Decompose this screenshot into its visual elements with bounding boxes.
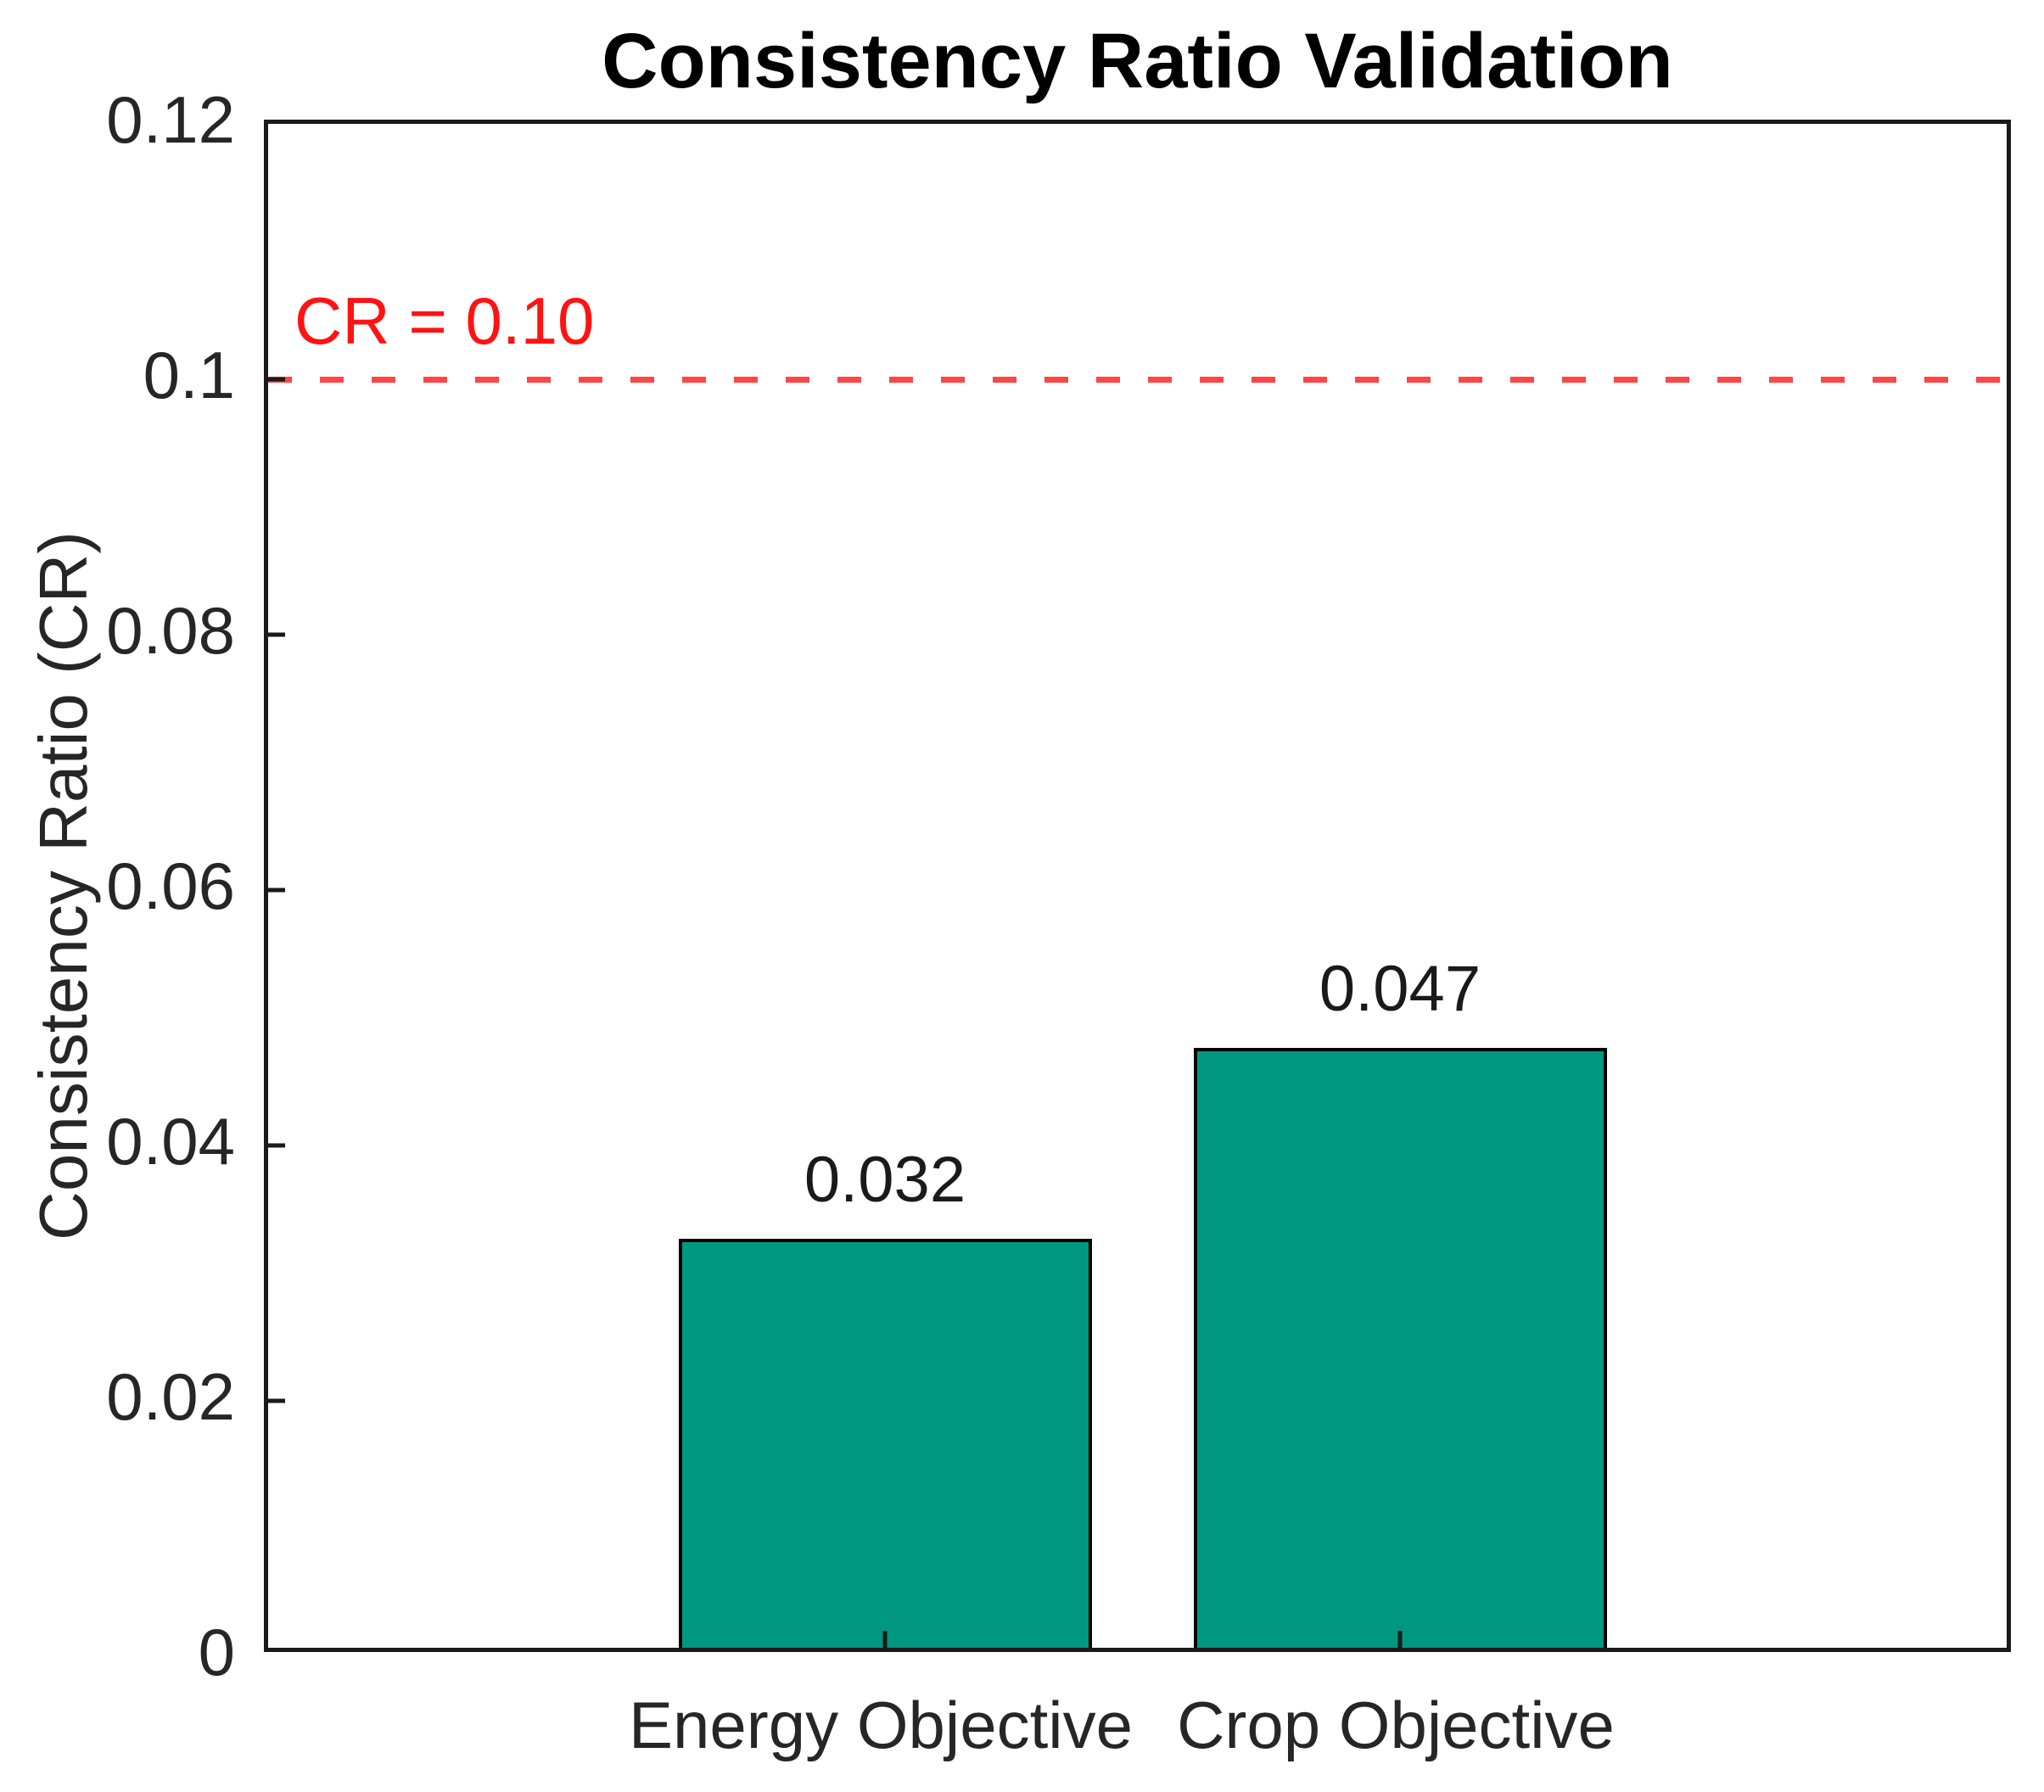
bar-crop-objective — [1193, 1048, 1607, 1648]
x-tick-mark — [882, 1631, 888, 1648]
x-tick-label-crop-objective: Crop Objective — [1177, 1688, 1615, 1762]
y-tick-mark — [268, 1398, 285, 1403]
bar-value-label: 0.032 — [804, 1144, 966, 1216]
y-tick-label: 0.12 — [106, 82, 235, 157]
y-tick-mark — [268, 377, 285, 382]
bar-energy-objective — [678, 1239, 1092, 1648]
y-tick-mark — [268, 1143, 285, 1148]
y-tick-label: 0.08 — [106, 593, 235, 668]
threshold-label: CR = 0.10 — [294, 283, 595, 358]
y-tick-mark — [268, 632, 285, 637]
plot-area: CR = 0.10 0.032 0.047 — [264, 120, 2011, 1652]
y-tick-label: 0.02 — [106, 1359, 235, 1434]
x-tick-mark — [1397, 1631, 1403, 1648]
y-tick-label: 0.04 — [106, 1104, 235, 1179]
x-tick-label-energy-objective: Energy Objective — [629, 1688, 1133, 1762]
y-tick-label: 0.1 — [143, 338, 235, 412]
bar-value-label: 0.047 — [1319, 953, 1481, 1025]
y-tick-label: 0 — [198, 1615, 235, 1689]
y-tick-label: 0.06 — [106, 848, 235, 923]
chart-title: Consistency Ratio Validation — [602, 18, 1673, 104]
y-tick-mark — [268, 888, 285, 893]
threshold-dashed-line — [268, 377, 2007, 383]
